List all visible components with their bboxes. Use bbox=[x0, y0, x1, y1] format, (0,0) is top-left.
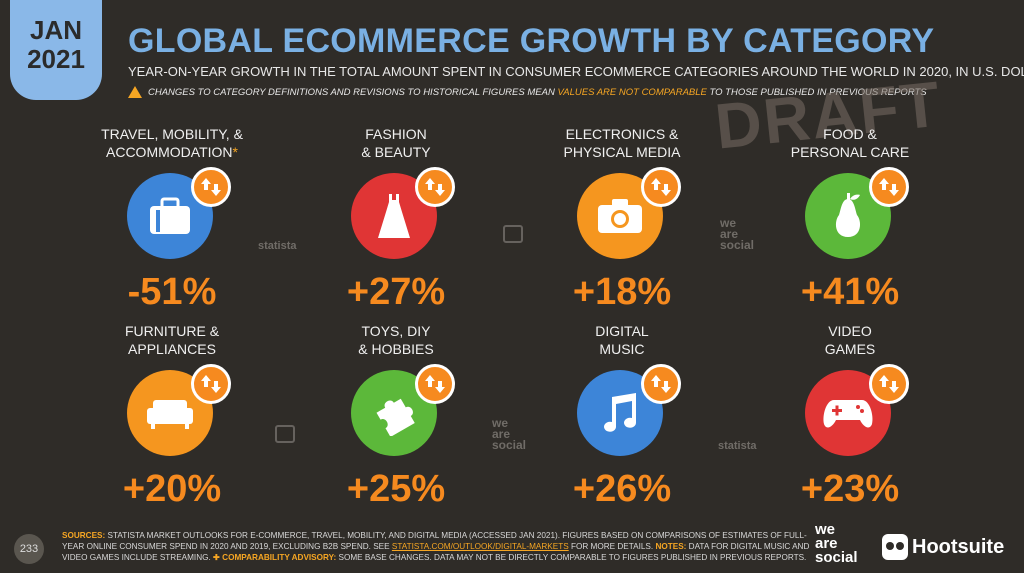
category-food: FOOD & PERSONAL CARE +41% bbox=[760, 125, 940, 314]
up-down-arrows-icon bbox=[191, 167, 231, 207]
category-label: TRAVEL, MOBILITY, & ACCOMMODATION* bbox=[101, 126, 243, 160]
category-label: ELECTRONICS & PHYSICAL MEDIA bbox=[563, 126, 681, 160]
we-are-social-watermark: we are social bbox=[492, 416, 527, 452]
category-fashion: FASHION & BEAUTY +27% bbox=[306, 125, 486, 314]
up-down-arrows-icon bbox=[641, 167, 681, 207]
up-down-arrows-icon bbox=[641, 364, 681, 404]
hootsuite-logo: Hootsuite bbox=[882, 534, 1004, 560]
up-down-arrows-icon bbox=[191, 364, 231, 404]
category-label: FOOD & PERSONAL CARE bbox=[790, 126, 910, 160]
page-subtitle: YEAR-ON-YEAR GROWTH IN THE TOTAL AMOUNT … bbox=[128, 64, 1024, 79]
we-are-social-watermark: we are social bbox=[720, 216, 755, 252]
category-video-games: VIDEO GAMES +23% bbox=[760, 322, 940, 511]
up-down-arrows-icon bbox=[869, 167, 909, 207]
growth-value: +20% bbox=[122, 468, 222, 510]
page-title: GLOBAL ECOMMERCE GROWTH BY CATEGORY bbox=[128, 22, 935, 60]
growth-value: +25% bbox=[346, 468, 446, 510]
growth-value: +41% bbox=[800, 271, 900, 313]
puzzle-icon bbox=[351, 370, 437, 456]
date-month: JAN bbox=[29, 15, 82, 45]
growth-value: +26% bbox=[572, 468, 672, 510]
growth-value: +23% bbox=[800, 468, 900, 510]
category-label: FURNITURE & APPLIANCES bbox=[124, 323, 220, 357]
category-label: DIGITAL MUSIC bbox=[595, 323, 649, 357]
page-number: 233 bbox=[14, 534, 44, 564]
owl-watermark-icon bbox=[275, 425, 295, 443]
advisory-text-post: TO THOSE PUBLISHED IN PREVIOUS REPORTS bbox=[709, 86, 927, 98]
date-year: 2021 bbox=[27, 44, 85, 74]
category-digital-music: DIGITAL MUSIC +26% bbox=[532, 322, 712, 511]
sources-link[interactable]: STATISTA.COM/OUTLOOK/DIGITAL-MARKETS bbox=[391, 542, 569, 551]
category-electronics: ELECTRONICS & PHYSICAL MEDIA +18% bbox=[532, 125, 712, 314]
statista-watermark: statista bbox=[258, 240, 297, 252]
growth-value: -51% bbox=[127, 271, 217, 313]
category-label: VIDEO GAMES bbox=[824, 323, 876, 357]
growth-value: +27% bbox=[346, 271, 446, 313]
advisory-note: CHANGES TO CATEGORY DEFINITIONS AND REVI… bbox=[128, 86, 927, 98]
category-label: FASHION & BEAUTY bbox=[361, 126, 431, 160]
category-label: TOYS, DIY & HOBBIES bbox=[358, 323, 434, 357]
warning-icon bbox=[128, 86, 142, 98]
advisory-text-pre: CHANGES TO CATEGORY DEFINITIONS AND REVI… bbox=[148, 86, 555, 98]
advisory-highlight: VALUES ARE NOT COMPARABLE bbox=[557, 86, 707, 98]
we-are-social-logo: we are social bbox=[815, 521, 858, 566]
up-down-arrows-icon bbox=[869, 364, 909, 404]
category-furniture: FURNITURE & APPLIANCES +20% bbox=[82, 322, 262, 511]
category-travel: TRAVEL, MOBILITY, & ACCOMMODATION* -51% bbox=[82, 125, 262, 314]
owl-watermark-icon bbox=[503, 225, 523, 243]
growth-value: +18% bbox=[572, 271, 672, 313]
footer-sources: SOURCES: STATISTA MARKET OUTLOOKS FOR E-… bbox=[62, 531, 810, 562]
date-badge: JAN 2021 bbox=[10, 0, 102, 100]
up-down-arrows-icon bbox=[415, 167, 455, 207]
category-toys: TOYS, DIY & HOBBIES +25% bbox=[306, 322, 486, 511]
hootsuite-owl-icon bbox=[882, 534, 908, 560]
up-down-arrows-icon bbox=[415, 364, 455, 404]
statista-watermark: statista bbox=[718, 440, 757, 452]
